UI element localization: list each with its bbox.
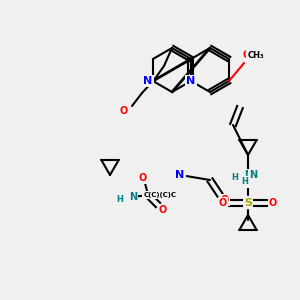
- Text: O: O: [269, 198, 277, 208]
- Text: H: H: [242, 178, 248, 187]
- Text: N: N: [176, 170, 184, 180]
- Text: O: O: [159, 205, 167, 215]
- Text: O: O: [221, 195, 229, 205]
- Text: H: H: [232, 173, 238, 182]
- Text: S: S: [244, 198, 252, 208]
- Text: O: O: [243, 50, 251, 60]
- Text: C(C)(C)C: C(C)(C)C: [143, 192, 176, 198]
- Text: O: O: [219, 198, 227, 208]
- Text: N: N: [186, 76, 196, 86]
- Text: H: H: [117, 196, 123, 205]
- Text: N: N: [249, 170, 257, 180]
- Text: O: O: [120, 106, 128, 116]
- Text: N: N: [244, 170, 252, 180]
- Text: CH₃: CH₃: [248, 50, 264, 59]
- Text: O: O: [139, 173, 147, 183]
- Text: N: N: [129, 192, 137, 202]
- Text: N: N: [143, 76, 153, 86]
